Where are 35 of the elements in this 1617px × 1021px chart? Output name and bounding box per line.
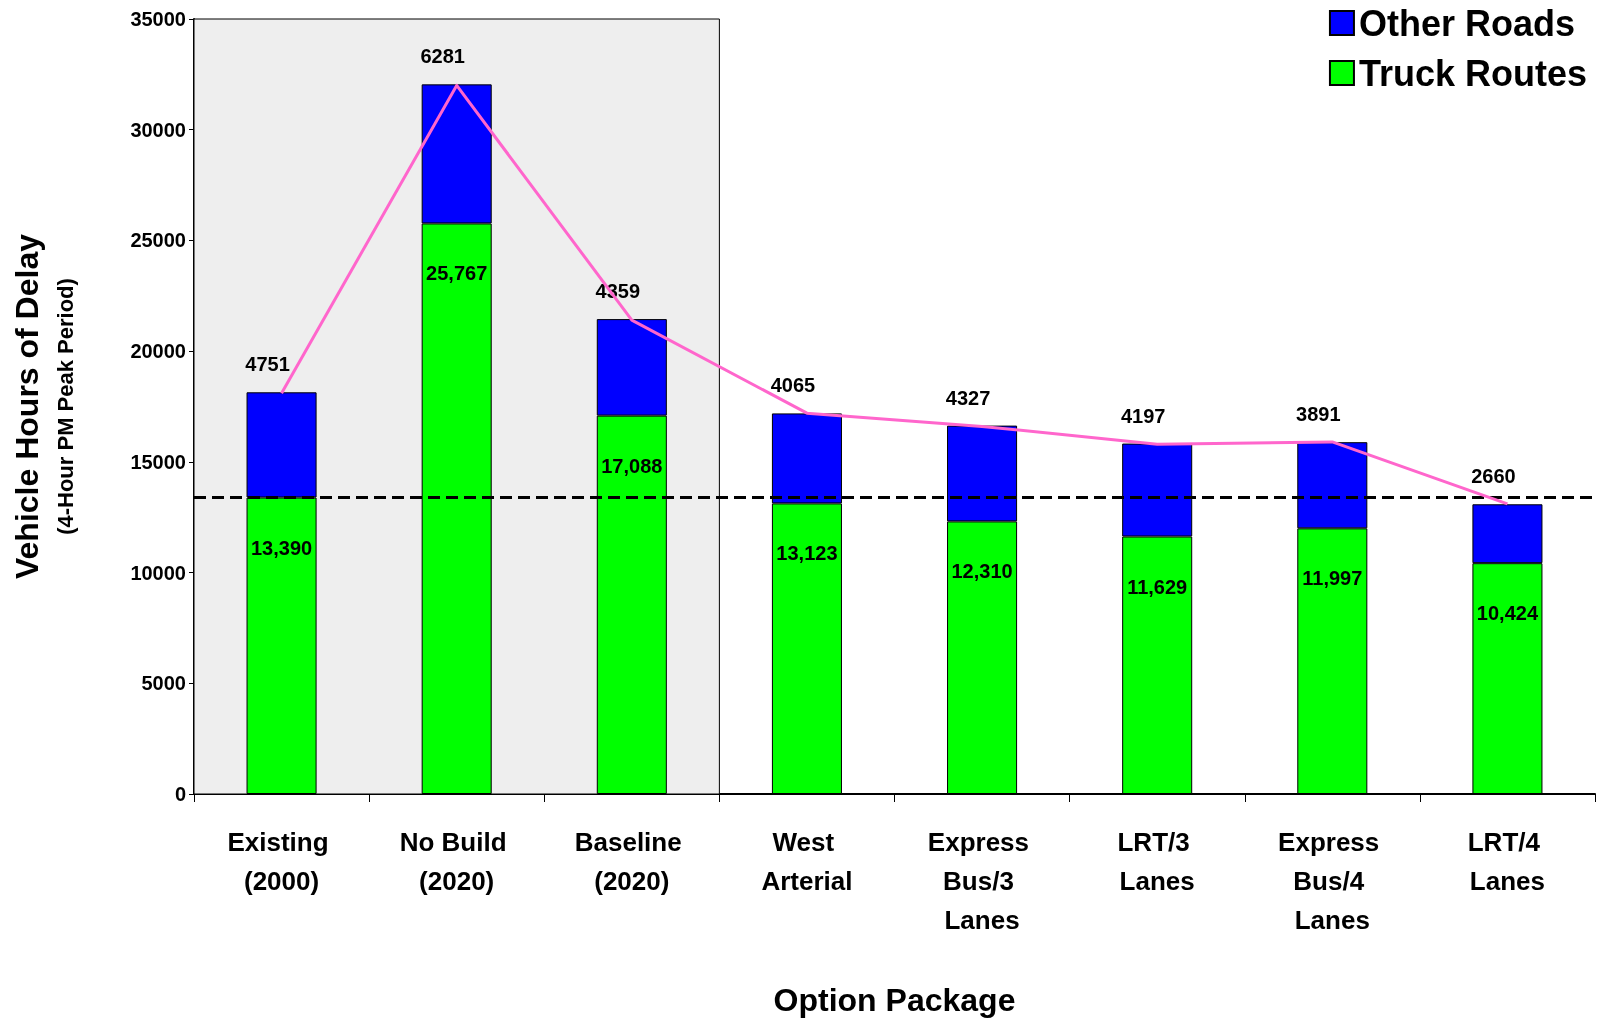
y-axis-title: Vehicle Hours of Delay (4-Hour PM Peak Period) bbox=[9, 233, 78, 580]
x-tick-label: Express Bus/4 Lanes bbox=[1278, 826, 1387, 935]
y-tick-label: 0 bbox=[174, 783, 186, 805]
x-tick-label: LRT/3 Lanes bbox=[1117, 826, 1197, 896]
data-label: 4065 bbox=[770, 374, 816, 397]
data-label: 17,088 bbox=[601, 454, 663, 477]
y-tick-label: 5000 bbox=[141, 672, 186, 695]
x-tick-label: West Arterial bbox=[761, 826, 853, 896]
data-label: 10,424 bbox=[1476, 602, 1539, 625]
y-tick-label: 10000 bbox=[130, 561, 186, 584]
x-tick-label: Baseline (2020) bbox=[574, 826, 689, 896]
x-tick-label: Express Bus/3 Lanes bbox=[927, 826, 1037, 935]
x-tick-label: No Build (2020) bbox=[399, 826, 514, 896]
x-axis-title: Option Package bbox=[773, 982, 1016, 1018]
y-tick-label: 30000 bbox=[130, 118, 186, 141]
data-label: 4327 bbox=[945, 386, 991, 409]
y-tick-label: 35000 bbox=[130, 8, 186, 30]
data-label: 4197 bbox=[1120, 404, 1166, 427]
data-label: 2660 bbox=[1471, 465, 1516, 488]
data-label: 4751 bbox=[245, 353, 290, 376]
y-tick-label: 20000 bbox=[130, 340, 186, 363]
y-tick-label: 15000 bbox=[130, 450, 186, 473]
data-label: 12,310 bbox=[951, 560, 1013, 583]
data-label: 6281 bbox=[420, 45, 465, 68]
y-tick-label: 25000 bbox=[130, 229, 186, 252]
legend-label: Truck Routes bbox=[1358, 52, 1587, 94]
x-tick-label: Existing (2000) bbox=[227, 826, 336, 896]
data-label: 11,629 bbox=[1127, 575, 1188, 598]
data-label: 11,997 bbox=[1302, 567, 1363, 590]
x-tick-label: LRT/4 Lanes bbox=[1467, 826, 1548, 896]
data-label: 3891 bbox=[1296, 403, 1341, 426]
data-label: 13,390 bbox=[250, 536, 313, 559]
data-label: 25,767 bbox=[426, 262, 488, 285]
data-label: 13,123 bbox=[776, 542, 838, 565]
legend-label: Other Roads bbox=[1358, 2, 1575, 44]
